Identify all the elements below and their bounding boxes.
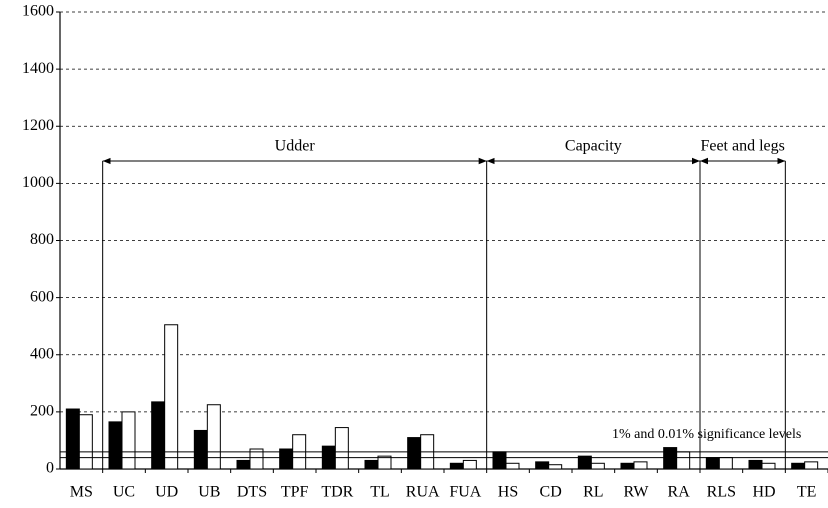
x-tick-label: HS <box>498 484 518 501</box>
x-tick-label: TPF <box>281 484 309 501</box>
bar <box>78 414 93 470</box>
y-tick-label: 400 <box>30 345 54 362</box>
bar <box>65 408 80 470</box>
bar <box>407 437 422 470</box>
bar <box>193 429 208 470</box>
bar <box>249 448 264 470</box>
x-tick-label: MS <box>70 484 93 501</box>
bar <box>705 457 720 470</box>
x-tick-label: TE <box>797 484 817 501</box>
x-tick-label: DTS <box>237 484 267 501</box>
bar <box>577 455 592 470</box>
bar <box>761 462 776 470</box>
bar <box>718 457 733 470</box>
bar <box>364 459 379 470</box>
bar <box>676 451 691 470</box>
bar <box>748 459 763 470</box>
bar <box>377 455 392 470</box>
x-tick-label: RW <box>624 484 650 501</box>
x-tick-label: UD <box>155 484 178 501</box>
x-tick-label: TDR <box>321 484 353 501</box>
y-tick-label: 1000 <box>22 174 54 191</box>
group-label: Feet and legs <box>700 138 784 155</box>
bar <box>620 462 635 470</box>
bar <box>505 462 520 470</box>
x-tick-label: RA <box>668 484 691 501</box>
y-tick-label: 800 <box>30 231 54 248</box>
bar <box>206 404 221 470</box>
y-tick-label: 1200 <box>22 117 54 134</box>
bar <box>590 462 605 470</box>
group-label: Udder <box>275 138 316 155</box>
x-tick-label: RUA <box>406 484 440 501</box>
bar <box>462 459 477 470</box>
bar <box>663 447 678 470</box>
bar <box>121 411 136 470</box>
y-tick-label: 200 <box>30 403 54 420</box>
bar <box>535 461 550 470</box>
group-label: Capacity <box>565 138 622 155</box>
bar <box>492 451 507 470</box>
significance-label: 1% and 0.01% significance levels <box>612 427 801 442</box>
bar <box>164 324 179 470</box>
bar <box>449 462 464 470</box>
x-tick-label: RL <box>583 484 603 501</box>
x-tick-label: CD <box>540 484 562 501</box>
x-tick-label: UB <box>198 484 220 501</box>
bar <box>548 464 563 470</box>
x-tick-label: TL <box>370 484 390 501</box>
x-tick-label: HD <box>752 484 775 501</box>
x-tick-label: FUA <box>449 484 481 501</box>
bar <box>334 427 349 470</box>
y-tick-label: 0 <box>46 460 54 477</box>
x-tick-label: RLS <box>707 484 736 501</box>
bar <box>791 462 806 470</box>
bar <box>236 459 251 470</box>
bar <box>108 421 123 470</box>
y-tick-label: 600 <box>30 288 54 305</box>
bar <box>804 461 819 470</box>
bar <box>633 461 648 470</box>
bar <box>151 401 166 470</box>
y-tick-label: 1600 <box>22 3 54 20</box>
x-tick-label: UC <box>113 484 135 501</box>
y-tick-label: 1400 <box>22 60 54 77</box>
